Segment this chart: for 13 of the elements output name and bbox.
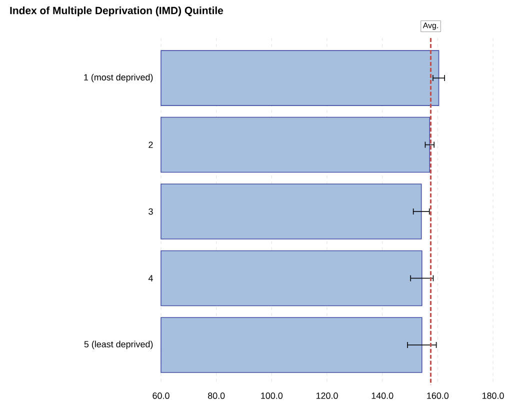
x-tick-label: 140.0 <box>372 392 394 399</box>
x-tick-label: 120.0 <box>316 392 338 399</box>
y-tick-label: 4 <box>148 275 153 282</box>
chart-title: Index of Multiple Deprivation (IMD) Quintile <box>10 6 224 16</box>
y-tick-label: 3 <box>148 208 153 215</box>
y-tick-label: 5 (least deprived) <box>84 340 153 350</box>
x-tick-label: 100.0 <box>261 392 283 399</box>
y-tick-label: 2 <box>148 142 153 148</box>
x-tick-label: 60.0 <box>152 392 170 399</box>
x-tick-label: 180.0 <box>482 392 504 399</box>
y-tick-label: 1 (most deprived) <box>84 74 153 82</box>
x-tick-label: 160.0 <box>427 392 449 399</box>
x-tick-label: 80.0 <box>208 392 225 399</box>
